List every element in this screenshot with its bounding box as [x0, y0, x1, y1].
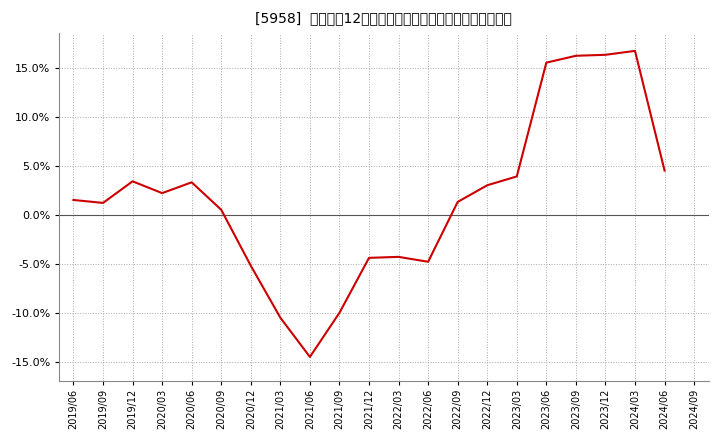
Title: [5958]  売上高の12か月移動合計の対前年同期増減率の推移: [5958] 売上高の12か月移動合計の対前年同期増減率の推移: [256, 11, 512, 25]
